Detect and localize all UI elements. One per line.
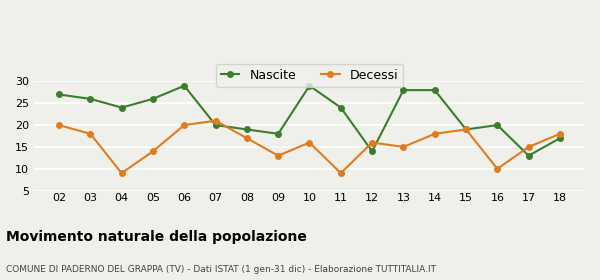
- Nascite: [463, 128, 470, 131]
- Line: Decessi: Decessi: [56, 118, 563, 176]
- Nascite: [337, 106, 344, 109]
- Decessi: [118, 171, 125, 175]
- Text: COMUNE DI PADERNO DEL GRAPPA (TV) - Dati ISTAT (1 gen-31 dic) - Elaborazione TUT: COMUNE DI PADERNO DEL GRAPPA (TV) - Dati…: [6, 265, 436, 274]
- Nascite: [306, 84, 313, 87]
- Line: Nascite: Nascite: [56, 83, 563, 158]
- Nascite: [525, 154, 532, 157]
- Nascite: [181, 84, 188, 87]
- Decessi: [368, 141, 376, 144]
- Nascite: [87, 97, 94, 101]
- Decessi: [400, 145, 407, 149]
- Nascite: [431, 88, 439, 92]
- Decessi: [243, 137, 250, 140]
- Decessi: [306, 141, 313, 144]
- Nascite: [494, 123, 501, 127]
- Nascite: [243, 128, 250, 131]
- Decessi: [463, 128, 470, 131]
- Decessi: [431, 132, 439, 136]
- Decessi: [275, 154, 282, 157]
- Decessi: [55, 123, 62, 127]
- Nascite: [400, 88, 407, 92]
- Text: Movimento naturale della popolazione: Movimento naturale della popolazione: [6, 230, 307, 244]
- Legend: Nascite, Decessi: Nascite, Decessi: [215, 64, 403, 87]
- Nascite: [275, 132, 282, 136]
- Decessi: [212, 119, 219, 122]
- Decessi: [149, 150, 157, 153]
- Decessi: [525, 145, 532, 149]
- Decessi: [181, 123, 188, 127]
- Nascite: [149, 97, 157, 101]
- Nascite: [556, 137, 563, 140]
- Decessi: [556, 132, 563, 136]
- Nascite: [212, 123, 219, 127]
- Decessi: [494, 167, 501, 171]
- Nascite: [118, 106, 125, 109]
- Nascite: [368, 150, 376, 153]
- Decessi: [87, 132, 94, 136]
- Decessi: [337, 171, 344, 175]
- Nascite: [55, 93, 62, 96]
